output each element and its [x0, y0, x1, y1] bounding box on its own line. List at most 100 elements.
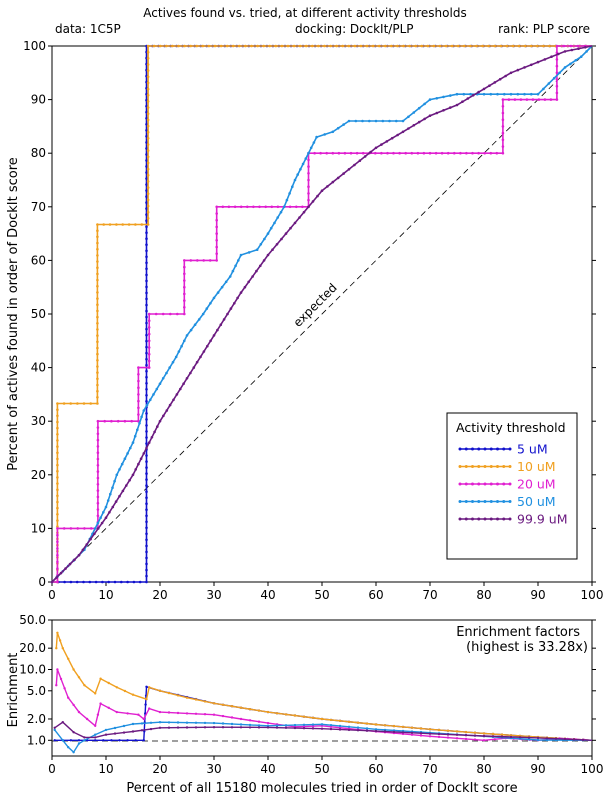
data-point [529, 44, 533, 48]
enrichment-point [311, 723, 315, 726]
data-point [96, 309, 99, 313]
data-point [331, 130, 335, 134]
data-point [145, 189, 148, 192]
data-point [320, 189, 324, 192]
enrichment-point [383, 730, 387, 733]
data-point [146, 173, 150, 177]
data-point [558, 71, 561, 75]
enrichment-point [491, 732, 495, 736]
data-point [371, 44, 375, 48]
enrichment-point [473, 731, 477, 734]
data-point [326, 185, 329, 188]
data-point [501, 125, 505, 128]
enrichment-point [131, 693, 135, 696]
data-point [145, 394, 148, 397]
data-point [145, 147, 148, 150]
data-point [562, 44, 566, 48]
data-point [69, 580, 73, 584]
legend-marker [464, 482, 468, 486]
data-point [56, 513, 59, 516]
data-point [493, 81, 497, 84]
data-point [239, 291, 243, 294]
data-point [146, 112, 150, 115]
data-point [555, 78, 559, 81]
data-point [449, 94, 452, 97]
top-x-tick-label: 100 [581, 588, 604, 602]
data-point [489, 92, 493, 96]
data-point [442, 109, 445, 112]
data-point [137, 366, 140, 369]
data-point [299, 168, 302, 171]
enrichment-point [110, 739, 113, 742]
data-point [145, 550, 148, 554]
data-point [145, 382, 148, 385]
data-point [145, 580, 148, 584]
data-point [56, 519, 59, 522]
data-point [147, 326, 151, 329]
data-point [222, 318, 226, 321]
enrichment-point [56, 668, 59, 671]
data-point [103, 419, 106, 423]
data-point [147, 332, 151, 336]
data-point [298, 216, 301, 219]
data-point [307, 205, 310, 209]
legend-marker [477, 500, 481, 503]
legend-marker [471, 482, 474, 486]
data-point [145, 472, 148, 475]
data-point [145, 207, 148, 210]
enrichment-point [77, 710, 81, 714]
data-point [384, 44, 387, 48]
data-point [147, 366, 151, 369]
data-point [146, 192, 150, 195]
enrichment-point [392, 724, 396, 728]
data-point [107, 580, 110, 584]
data-point [145, 424, 148, 427]
bottom-y-tick-label: 5.0 [27, 684, 46, 698]
data-point [390, 136, 394, 140]
top-y-tick-label: 90 [31, 93, 46, 107]
data-point [147, 346, 151, 349]
enrichment-point [536, 736, 540, 740]
legend-marker [489, 447, 493, 451]
data-point [147, 312, 151, 316]
enrichment-point [83, 736, 86, 739]
enrichment-point [257, 726, 261, 729]
data-point [442, 95, 445, 99]
data-point [264, 205, 268, 209]
data-point [183, 265, 186, 269]
data-point [453, 151, 456, 155]
data-point [219, 323, 223, 327]
data-point [161, 377, 165, 380]
data-point [311, 200, 315, 203]
enrichment-point [77, 742, 81, 745]
data-point [128, 478, 131, 482]
data-point [315, 135, 318, 139]
data-point [62, 527, 66, 530]
enrichment-point [293, 714, 297, 717]
data-point [183, 292, 186, 296]
data-point [97, 527, 100, 530]
enrichment-point [144, 703, 147, 706]
enrichment-point [338, 728, 342, 731]
data-point [56, 469, 59, 473]
enrichment-point [167, 691, 171, 695]
legend-marker [502, 517, 506, 521]
enrichment-point [56, 631, 59, 634]
enrichment-point [239, 723, 243, 726]
enrichment-point [419, 732, 423, 735]
data-point [325, 151, 329, 155]
data-point [280, 44, 284, 48]
x-axis-label: Percent of all 15180 molecules tried in … [126, 781, 517, 796]
legend-item-10-um: 10 uM [458, 459, 556, 474]
enrichment-point [518, 736, 522, 739]
data-point [139, 457, 143, 461]
enrichment-point [275, 724, 279, 727]
data-point [145, 454, 148, 457]
data-point [226, 312, 229, 316]
enrichment-point [63, 687, 66, 690]
data-point [106, 499, 110, 502]
enrichment-point [134, 739, 137, 742]
data-point [446, 151, 450, 155]
enrichment-point [99, 677, 102, 680]
